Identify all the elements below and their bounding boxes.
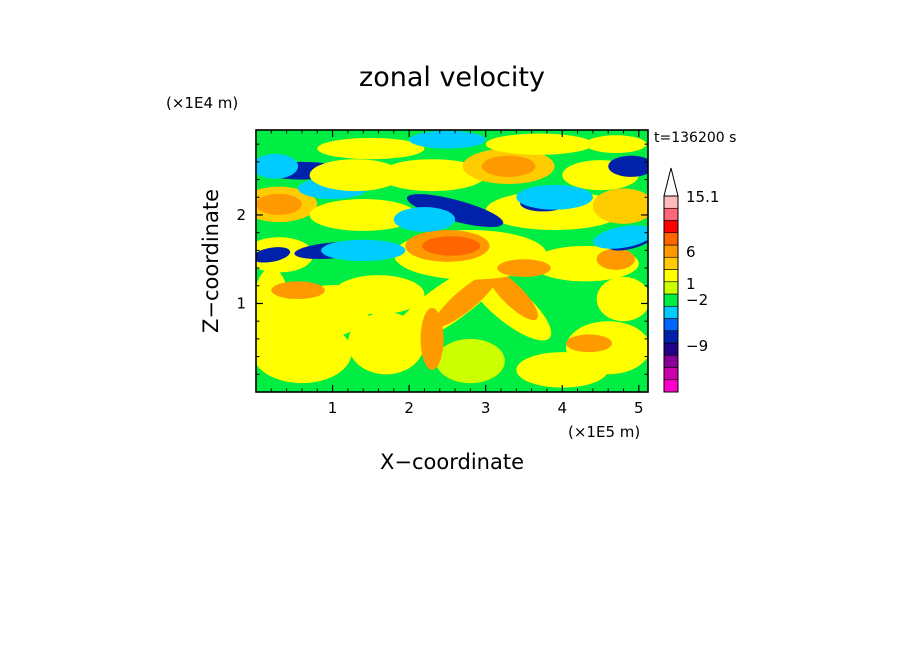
colorbar-frame — [663, 195, 679, 393]
y-axis-title: Z−coordinate — [199, 189, 223, 333]
colorbar-segment — [663, 367, 679, 381]
field-contour-region — [593, 225, 648, 249]
x-unit-label: (×1E5 m) — [568, 423, 640, 441]
field-contour-region — [256, 268, 291, 357]
plot-frame — [255, 129, 649, 393]
field-contour-region — [332, 275, 425, 315]
colorbar-segment — [663, 293, 679, 307]
field-contour-region — [256, 193, 302, 215]
colorbar-segment — [663, 269, 679, 283]
field-contour-region — [433, 270, 500, 328]
field-contour-region — [393, 207, 456, 232]
field-contour-region — [485, 133, 593, 155]
x-tick-label: 5 — [634, 399, 644, 417]
field-contour-region — [516, 352, 609, 388]
colorbar-segment — [663, 195, 679, 209]
field-contour-region — [497, 259, 551, 277]
x-tick-label: 1 — [328, 399, 338, 417]
colorbar-label: 15.1 — [686, 188, 719, 206]
field-contour-region — [256, 247, 291, 263]
field-contour-region — [592, 188, 648, 224]
colorbar-label: −2 — [686, 291, 708, 309]
x-tick-label: 3 — [481, 399, 491, 417]
colorbar-segment — [663, 330, 679, 344]
field-contour-region — [256, 153, 299, 179]
chart-title: zonal velocity — [359, 62, 545, 93]
x-tick-label: 2 — [404, 399, 414, 417]
y-axis: 12 — [236, 143, 648, 375]
field-contour-region — [420, 307, 444, 370]
colorbar: 15.1 6 1−2 −9 — [663, 167, 719, 393]
x-tick-label: 4 — [557, 399, 567, 417]
colorbar-segment — [663, 342, 679, 356]
time-label: t=136200 s — [654, 130, 736, 146]
field-contour-region — [608, 155, 648, 177]
colorbar-segment — [663, 220, 679, 234]
field-contour-region — [596, 276, 648, 322]
colorbar-segment — [663, 207, 679, 221]
field-contour-region — [435, 338, 505, 384]
field-contour-region — [309, 199, 417, 231]
colorbar-label: −9 — [686, 337, 708, 355]
field-contour-region — [317, 137, 425, 160]
colorbar-segment — [663, 244, 679, 258]
field-contour-region — [271, 281, 325, 300]
y-unit-label: (×1E4 m) — [166, 94, 238, 112]
x-axis-title: X−coordinate — [380, 450, 524, 474]
field-contour-region — [585, 135, 647, 154]
colorbar-label: 6 — [686, 243, 696, 261]
colorbar-segment — [663, 305, 679, 319]
y-tick-label: 2 — [236, 206, 246, 224]
field-contour-region — [321, 239, 406, 261]
x-axis: 1 2 3 4 5 — [270, 130, 644, 417]
colorbar-segment — [663, 281, 679, 295]
field-contour-region — [481, 155, 536, 177]
field-contour-region — [406, 194, 504, 228]
colorbar-top-arrow — [663, 167, 679, 197]
field-contour-region — [309, 159, 402, 192]
field-contour-region — [566, 334, 613, 353]
colorbar-segment — [663, 232, 679, 246]
field-contour-region — [486, 269, 538, 321]
colorbar-segment — [663, 318, 679, 332]
field-contour-region — [378, 159, 486, 192]
colorbar-segment — [663, 379, 679, 393]
field-contour-region — [409, 130, 486, 149]
field-contour-region — [516, 184, 593, 210]
colorbar-segment — [663, 354, 679, 368]
velocity-field — [256, 130, 648, 392]
colorbar-label: 1 — [686, 275, 696, 293]
field-contour-region — [596, 248, 635, 270]
field-contour-region — [422, 236, 481, 256]
y-tick-label: 1 — [236, 294, 246, 312]
colorbar-segment — [663, 256, 679, 270]
